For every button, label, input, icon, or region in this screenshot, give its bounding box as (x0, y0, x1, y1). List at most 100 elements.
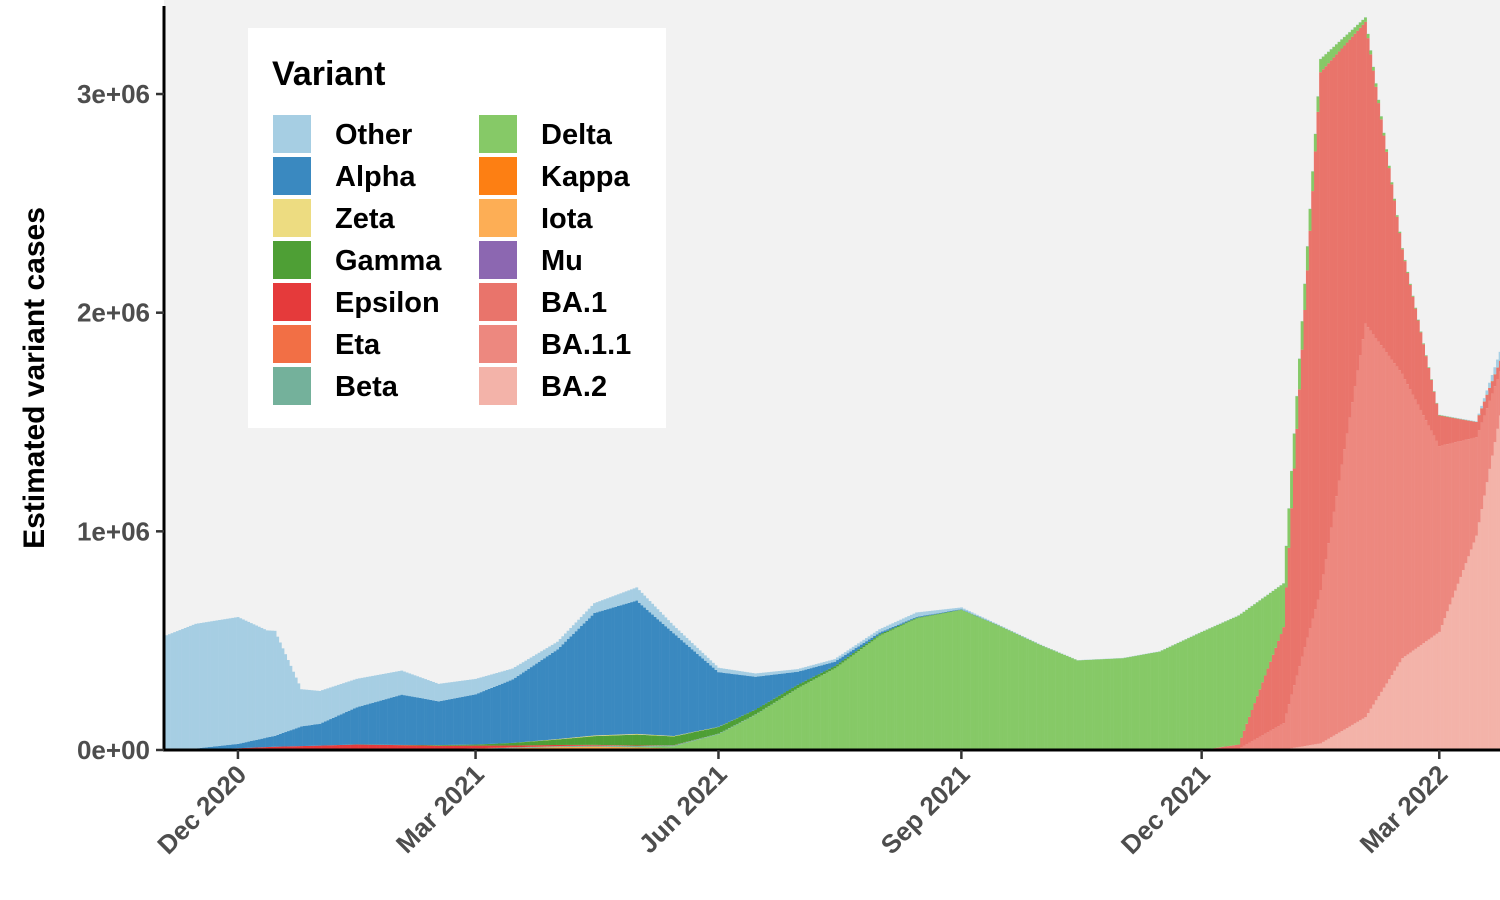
bar-segment (595, 602, 599, 613)
bar-segment (1113, 658, 1117, 750)
bar-segment (579, 737, 583, 745)
bar-segment (1163, 649, 1167, 750)
bar-segment (775, 701, 779, 750)
bar-segment (838, 664, 842, 750)
bar-segment (1432, 391, 1436, 392)
bar-segment (740, 721, 744, 750)
bar-segment (429, 681, 433, 700)
bar-segment (1445, 444, 1449, 612)
bar-segment (1247, 607, 1251, 717)
bar-segment (561, 739, 565, 745)
bar-segment (468, 744, 472, 746)
bar-segment (479, 745, 483, 749)
bar-segment (495, 743, 499, 746)
bar-segment (566, 744, 570, 746)
bar-segment (1474, 535, 1478, 750)
bar-segment (1348, 32, 1352, 40)
bar-segment (886, 630, 890, 632)
bar-segment (616, 735, 620, 746)
bar-segment (1036, 643, 1040, 750)
bar-segment (255, 625, 258, 740)
bar-segment (735, 724, 739, 750)
bar-segment (447, 744, 451, 746)
bar-segment (841, 656, 845, 661)
bar-segment (1023, 637, 1027, 750)
legend-item-epsilon: Epsilon (271, 281, 440, 323)
bar-segment (579, 736, 583, 738)
bar-segment (558, 746, 562, 748)
bar-segment (608, 735, 612, 746)
bar-segment (682, 635, 686, 643)
bar-segment (817, 676, 821, 750)
bar-segment (925, 615, 929, 616)
bar-segment (711, 662, 715, 668)
bar-segment (1345, 42, 1349, 434)
bar-segment (1321, 56, 1325, 70)
bar-segment (688, 742, 691, 749)
bar-segment (410, 745, 414, 750)
bar-segment (534, 654, 538, 664)
bar-segment (648, 612, 652, 735)
bar-segment (445, 745, 449, 749)
bar-segment (622, 592, 625, 605)
bar-segment (566, 746, 570, 747)
bar-segment (191, 624, 195, 749)
bar-segment (775, 671, 779, 675)
bar-segment (608, 734, 612, 736)
bar-segment (630, 734, 633, 746)
bar-segment (833, 668, 837, 750)
bar-segment (1361, 19, 1365, 25)
bar-segment (614, 595, 618, 607)
bar-segment (1150, 653, 1154, 750)
bar-segment (1033, 642, 1037, 750)
bar-segment (521, 745, 525, 747)
bar-segment (949, 608, 953, 611)
bar-segment (777, 699, 781, 750)
bar-segment (1282, 627, 1286, 724)
bar-segment (598, 735, 602, 745)
bar-segment (643, 745, 647, 747)
bar-segment (1121, 658, 1124, 750)
bar-segment (833, 661, 837, 667)
bar-segment (466, 745, 470, 749)
bar-segment (342, 683, 346, 714)
bar-segment (915, 616, 919, 618)
bar-segment (666, 736, 670, 746)
bar-segment (276, 746, 280, 750)
bar-segment (1250, 606, 1254, 710)
bar-segment (711, 667, 715, 728)
bar-segment (1414, 307, 1418, 309)
bar-segment (680, 743, 684, 745)
bar-segment (901, 623, 905, 625)
x-tick-label: Mar 2022 (1354, 759, 1454, 859)
bar-segment (928, 615, 932, 616)
bar-segment (595, 746, 599, 750)
bar-segment (693, 645, 697, 652)
bar-segment (659, 745, 662, 747)
bar-segment (276, 734, 280, 747)
bar-segment (439, 745, 443, 746)
bar-segment (1350, 402, 1354, 725)
bar-segment (429, 745, 433, 750)
bar-segment (645, 735, 649, 746)
bar-segment (1181, 640, 1185, 750)
bar-segment (669, 745, 673, 747)
bar-segment (796, 669, 800, 672)
bar-segment (616, 745, 620, 747)
bar-segment (257, 739, 261, 748)
bar-segment (862, 642, 866, 646)
bar-segment (682, 743, 686, 749)
bar-segment (608, 745, 612, 747)
bar-segment (463, 744, 467, 746)
bar-segment (791, 672, 794, 688)
bar-segment (577, 619, 581, 629)
bar-segment (875, 631, 879, 635)
bar-segment (627, 590, 631, 603)
bar-segment (471, 694, 475, 745)
bar-segment (508, 745, 512, 748)
bar-segment (1015, 633, 1019, 750)
bar-segment (751, 716, 755, 750)
bar-segment (534, 741, 538, 746)
legend-item-mu: Mu (477, 239, 583, 281)
bar-segment (318, 690, 322, 724)
